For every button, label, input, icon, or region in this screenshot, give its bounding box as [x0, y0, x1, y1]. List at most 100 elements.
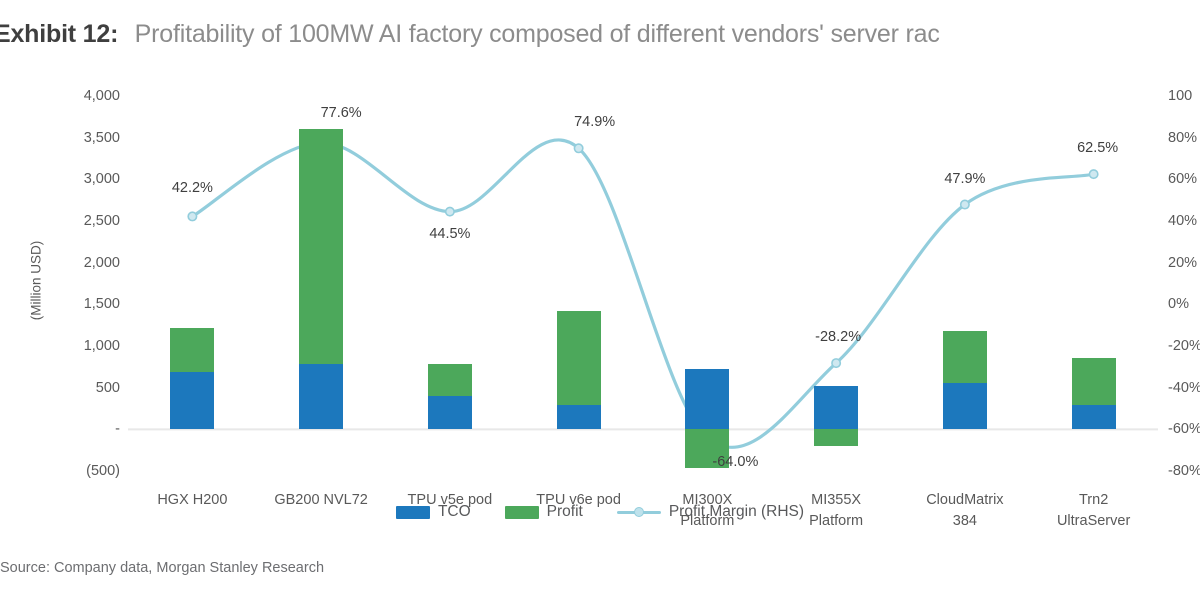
line-data-point[interactable] — [831, 358, 842, 369]
legend-item-profit[interactable]: Profit — [504, 503, 583, 521]
x-axis-category-line: MI355X — [811, 492, 862, 508]
bar-segment-tco[interactable] — [814, 386, 859, 430]
line-data-label: 77.6% — [320, 104, 362, 121]
right-axis-tick: 60% — [1168, 171, 1198, 188]
x-axis-category-line: 384 — [952, 513, 977, 529]
legend-label: TCO — [437, 503, 471, 520]
bar-segment-tco[interactable] — [1071, 405, 1116, 430]
bar-segment-tco[interactable] — [556, 405, 601, 430]
legend-line-marker — [633, 507, 644, 517]
x-axis-category-label: CloudMatrix 384 — [901, 490, 1030, 532]
right-axis-tick: 80% — [1168, 129, 1198, 146]
legend-label: Profit — [546, 503, 583, 520]
right-axis-tick: 20% — [1168, 254, 1198, 271]
line-data-point[interactable] — [573, 143, 584, 154]
right-axis-tick: -20% — [1168, 338, 1200, 354]
chart-legend: TCO Profit Profit Margin (RHS) — [0, 498, 1200, 526]
bar-segment-profit[interactable] — [556, 311, 601, 406]
bar-segment-tco[interactable] — [427, 396, 472, 430]
bar-group[interactable] — [814, 96, 859, 471]
right-axis-ticks: 100 80% 60% 40% 20% 0% -20% -40% -60% -80% — [1168, 88, 1200, 479]
x-axis-category-label: HGX H200 — [128, 490, 257, 511]
line-data-label: -64.0% — [712, 453, 759, 470]
right-axis-tick: 0% — [1168, 296, 1189, 313]
x-axis-category-line: MI300X — [682, 492, 733, 508]
left-axis-tick: 500 — [95, 379, 120, 396]
right-axis-tick: -80% — [1168, 463, 1200, 479]
bar-segment-tco[interactable] — [685, 368, 730, 430]
x-axis-category-line: HGX H200 — [157, 492, 228, 508]
left-axis-ticks: 4,000 3,500 3,000 2,500 2,000 1,500 1,000 500 - (… — [38, 88, 120, 479]
exhibit-number: Exhibit 12: — [0, 20, 119, 48]
bar-group[interactable] — [556, 96, 601, 471]
left-axis-tick: 1,500 — [83, 296, 120, 313]
x-axis-category-label: Trn2 UltraServer — [1029, 490, 1158, 532]
left-axis-tick: (500) — [86, 463, 120, 479]
bar-segment-profit[interactable] — [685, 429, 730, 469]
page-title: Profitability of 100MW AI factory compos… — [134, 20, 940, 48]
line-data-label: 47.9% — [944, 170, 986, 187]
legend-line-profit-margin — [616, 506, 661, 519]
exhibit-title: Exhibit 12: Profitability of 100MW AI fa… — [0, 20, 1200, 62]
bar-segment-profit[interactable] — [942, 331, 987, 383]
bar-group[interactable] — [299, 96, 344, 471]
plot-area: 42.2% 77.6% 44.5% 74.9% -64.0% -28.2% 47.9% 62.… — [128, 96, 1158, 471]
line-data-label: 62.5% — [1077, 140, 1119, 157]
x-axis-category-label: TPU v6e pod — [514, 490, 643, 511]
legend-label: Profit Margin (RHS) — [668, 503, 805, 520]
bar-segment-profit[interactable] — [814, 429, 859, 447]
x-axis-category-label: GB200 NVL72 — [257, 490, 386, 511]
line-data-label: 74.9% — [574, 114, 616, 131]
line-data-point[interactable] — [444, 206, 455, 217]
x-axis-category-line: Platform — [680, 513, 735, 529]
line-data-label: -28.2% — [815, 329, 862, 346]
left-axis-tick: 4,000 — [83, 88, 120, 104]
legend-swatch-tco — [395, 505, 430, 519]
bar-group[interactable] — [685, 96, 730, 471]
legend-item-profit-margin[interactable]: Profit Margin (RHS) — [616, 503, 805, 521]
bar-group[interactable] — [170, 96, 215, 471]
x-axis-category-line: Platform — [809, 513, 864, 529]
bar-segment-profit[interactable] — [427, 363, 472, 396]
x-axis-category-label: TPU v5e pod — [386, 490, 515, 511]
legend-swatch-profit — [504, 505, 539, 519]
x-axis-category-line: Trn2 — [1078, 492, 1109, 508]
chart-container: (Million USD) 4,000 3,500 3,000 2,500 2,000 1… — [0, 78, 1200, 538]
x-axis-category-line: TPU v5e pod — [407, 492, 493, 508]
left-axis-tick: 1,000 — [83, 338, 120, 354]
legend-item-tco[interactable]: TCO — [395, 503, 471, 521]
left-axis-tick: 2,000 — [83, 254, 120, 271]
x-axis-category-line: UltraServer — [1056, 513, 1131, 529]
x-axis-category-label: MI300X Platform — [643, 490, 772, 532]
bar-segment-profit[interactable] — [299, 128, 344, 364]
x-axis-category-line: TPU v6e pod — [536, 492, 621, 508]
bar-segment-tco[interactable] — [299, 363, 344, 430]
right-axis-tick: 40% — [1168, 213, 1198, 229]
line-data-label: 42.2% — [171, 180, 213, 197]
source-note: Source: Company data, Morgan Stanley Res… — [0, 560, 325, 576]
x-axis-category-line: GB200 NVL72 — [274, 492, 368, 508]
line-data-label: 44.5% — [429, 225, 471, 242]
right-axis-tick: -60% — [1168, 421, 1200, 438]
line-data-point[interactable] — [187, 211, 198, 222]
x-axis-category-label: MI355X Platform — [772, 490, 901, 532]
bar-segment-tco[interactable] — [170, 371, 215, 430]
bar-group[interactable] — [1071, 96, 1116, 471]
bar-segment-profit[interactable] — [1071, 358, 1116, 406]
x-axis-labels: HGX H200 GB200 NVL72 TPU v5e pod TPU v6e po… — [128, 490, 1158, 554]
x-axis-category-line: CloudMatrix — [926, 492, 1004, 508]
bar-segment-profit[interactable] — [170, 327, 215, 372]
line-data-point[interactable] — [1088, 169, 1099, 180]
profit-margin-line[interactable] — [190, 138, 1096, 449]
bar-group[interactable] — [427, 96, 472, 471]
right-axis-tick: -40% — [1168, 379, 1200, 396]
bar-group[interactable] — [942, 96, 987, 471]
left-axis-tick: 3,500 — [83, 129, 120, 146]
line-data-point[interactable] — [959, 199, 970, 210]
bar-segment-tco[interactable] — [942, 382, 987, 430]
left-axis-tick: 2,500 — [83, 213, 120, 229]
chart-svg — [128, 137, 1158, 449]
left-axis-tick: 3,000 — [83, 171, 120, 188]
right-axis-tick: 100 — [1168, 88, 1193, 104]
left-axis-tick: - — [115, 421, 120, 438]
